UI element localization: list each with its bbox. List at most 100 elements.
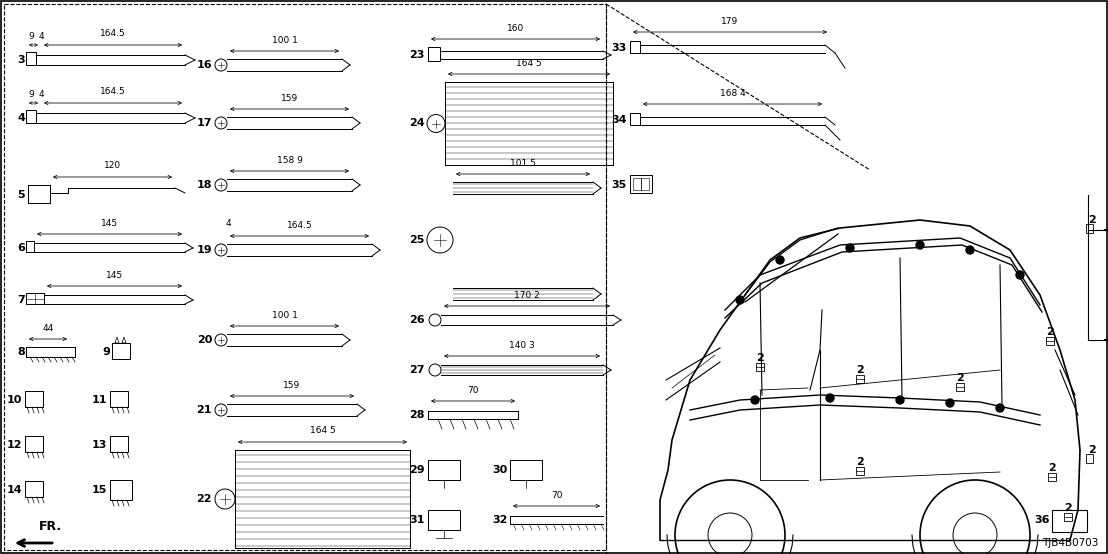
Text: 17: 17 — [196, 118, 212, 128]
Circle shape — [916, 241, 924, 249]
Text: 2: 2 — [1046, 327, 1054, 337]
Circle shape — [966, 246, 974, 254]
Text: 22: 22 — [196, 494, 212, 504]
Text: 4: 4 — [38, 90, 44, 99]
Text: 6: 6 — [17, 243, 25, 253]
Text: 25: 25 — [410, 235, 425, 245]
Text: 159: 159 — [284, 381, 300, 390]
Text: 16: 16 — [196, 60, 212, 70]
Text: 14: 14 — [7, 485, 22, 495]
Text: 100 1: 100 1 — [271, 311, 297, 320]
Bar — [1048, 473, 1056, 481]
Text: 2: 2 — [1088, 215, 1096, 225]
Text: 164.5: 164.5 — [287, 221, 312, 230]
Text: 4: 4 — [17, 113, 25, 123]
Text: FR.: FR. — [39, 520, 62, 533]
Text: 28: 28 — [410, 410, 425, 420]
Text: TJB4B0703: TJB4B0703 — [1042, 538, 1098, 548]
Circle shape — [896, 396, 904, 404]
Text: 30: 30 — [493, 465, 507, 475]
Text: 21: 21 — [196, 405, 212, 415]
Bar — [25, 110, 35, 123]
Text: 2: 2 — [856, 457, 864, 467]
Circle shape — [751, 396, 759, 404]
Bar — [110, 436, 129, 452]
Text: 158 9: 158 9 — [277, 156, 302, 165]
Text: 2: 2 — [1064, 503, 1071, 513]
Circle shape — [1016, 271, 1024, 279]
Text: 159: 159 — [280, 94, 298, 103]
Bar — [633, 178, 642, 190]
Bar — [510, 460, 542, 480]
Text: 13: 13 — [92, 440, 107, 450]
Text: 29: 29 — [409, 465, 425, 475]
Text: 20: 20 — [196, 335, 212, 345]
Text: 2: 2 — [756, 353, 763, 363]
Text: 9: 9 — [28, 32, 34, 41]
Text: 36: 36 — [1035, 515, 1050, 525]
Text: 160: 160 — [506, 24, 524, 33]
Text: 34: 34 — [612, 115, 627, 125]
Text: 100 1: 100 1 — [271, 36, 297, 45]
Text: 9: 9 — [28, 90, 34, 99]
Bar — [25, 481, 43, 497]
Text: 33: 33 — [612, 43, 627, 53]
Bar — [856, 375, 864, 383]
Text: 19: 19 — [196, 245, 212, 255]
Text: 8: 8 — [18, 347, 25, 357]
Bar — [642, 178, 649, 190]
Text: 164.5: 164.5 — [100, 29, 126, 38]
Text: 12: 12 — [7, 440, 22, 450]
Bar — [756, 363, 765, 371]
Text: 3: 3 — [18, 55, 25, 65]
Text: 140 3: 140 3 — [509, 341, 535, 350]
Bar — [25, 52, 35, 65]
Circle shape — [847, 244, 854, 252]
Text: 10: 10 — [7, 395, 22, 405]
Circle shape — [736, 296, 743, 304]
Text: 9: 9 — [102, 347, 110, 357]
Bar — [1051, 510, 1087, 532]
Text: 31: 31 — [410, 515, 425, 525]
Bar — [110, 480, 132, 500]
Text: 32: 32 — [493, 515, 507, 525]
Text: 120: 120 — [104, 161, 121, 170]
Text: 2: 2 — [1088, 445, 1096, 455]
Text: 18: 18 — [196, 180, 212, 190]
Bar — [630, 41, 640, 53]
Bar — [428, 47, 440, 61]
Text: 11: 11 — [92, 395, 107, 405]
Text: 145: 145 — [106, 271, 123, 280]
Text: 70: 70 — [468, 386, 479, 395]
Text: 5: 5 — [18, 190, 25, 200]
Bar — [1086, 224, 1092, 233]
Text: 35: 35 — [612, 180, 627, 190]
Text: 15: 15 — [92, 485, 107, 495]
Bar — [110, 391, 129, 407]
Text: 2: 2 — [1048, 463, 1056, 473]
Circle shape — [946, 399, 954, 407]
Bar — [1064, 513, 1073, 521]
Text: 2: 2 — [856, 365, 864, 375]
Text: 44: 44 — [42, 324, 53, 333]
Text: 24: 24 — [409, 119, 425, 129]
Text: 101 5: 101 5 — [510, 159, 536, 168]
Text: 70: 70 — [551, 491, 562, 500]
Text: 179: 179 — [721, 17, 739, 26]
Bar — [25, 293, 44, 304]
Text: 2: 2 — [956, 373, 964, 383]
Text: 7: 7 — [18, 295, 25, 305]
Text: 27: 27 — [410, 365, 425, 375]
Text: 168 4: 168 4 — [719, 89, 746, 98]
Text: 26: 26 — [409, 315, 425, 325]
Text: 170 2: 170 2 — [514, 291, 540, 300]
Bar — [1046, 337, 1054, 345]
Bar — [1086, 454, 1092, 463]
Bar — [25, 241, 34, 252]
Text: 23: 23 — [410, 50, 425, 60]
Bar — [25, 391, 43, 407]
Bar — [428, 460, 460, 480]
Circle shape — [825, 394, 834, 402]
Bar — [630, 175, 652, 193]
Bar — [4, 4, 606, 550]
